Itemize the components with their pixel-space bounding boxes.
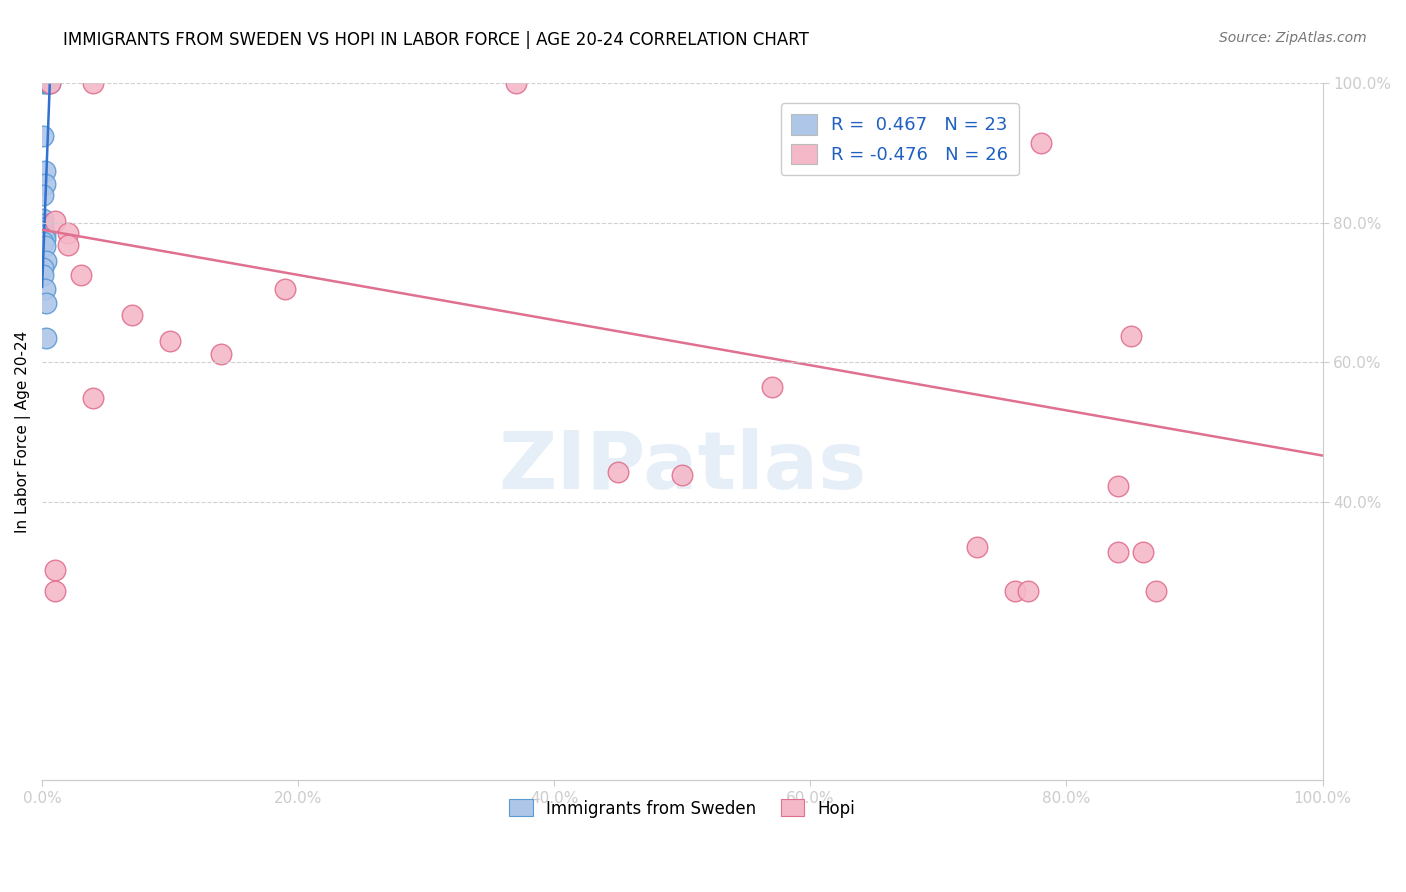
Text: Source: ZipAtlas.com: Source: ZipAtlas.com (1219, 31, 1367, 45)
Point (1107, 545, 1129, 559)
Point (671, 468, 693, 483)
Point (32, 188, 55, 202)
Point (1017, 583, 1039, 598)
Point (34, 228, 56, 243)
Point (35, 254, 58, 268)
Point (37, 77, 59, 91)
Point (966, 540, 988, 554)
Point (1119, 328, 1142, 343)
Point (56, 238, 79, 252)
Point (32, 224, 55, 238)
Point (56, 227, 79, 241)
Point (32, 261, 55, 276)
Point (38, 77, 60, 91)
Point (38, 77, 60, 91)
Point (32, 220, 55, 235)
Point (121, 308, 143, 322)
Point (34, 232, 56, 246)
Point (34, 163, 56, 178)
Point (32, 77, 55, 91)
Point (32, 217, 55, 231)
Point (44, 563, 66, 577)
Point (1029, 136, 1052, 150)
Point (44, 583, 66, 598)
Point (1144, 583, 1167, 598)
Point (34, 178, 56, 192)
Point (274, 282, 297, 296)
Legend: Immigrants from Sweden, Hopi: Immigrants from Sweden, Hopi (502, 793, 862, 824)
Point (44, 214, 66, 228)
Point (761, 379, 783, 393)
Point (35, 331, 58, 345)
Text: IMMIGRANTS FROM SWEDEN VS HOPI IN LABOR FORCE | AGE 20-24 CORRELATION CHART: IMMIGRANTS FROM SWEDEN VS HOPI IN LABOR … (63, 31, 808, 49)
Point (32, 268, 55, 282)
Point (607, 465, 630, 479)
Point (38, 77, 60, 91)
Point (82, 77, 104, 91)
Y-axis label: In Labor Force | Age 20-24: In Labor Force | Age 20-24 (15, 331, 31, 533)
Point (35, 77, 58, 91)
Point (82, 392, 104, 406)
Point (1004, 583, 1026, 598)
Point (1132, 545, 1154, 559)
Point (159, 334, 181, 349)
Point (34, 282, 56, 296)
Text: ZIPatlas: ZIPatlas (498, 427, 866, 506)
Point (505, 77, 527, 91)
Point (32, 212, 55, 227)
Point (69, 268, 91, 282)
Point (32, 128, 55, 143)
Point (1107, 478, 1129, 492)
Point (35, 296, 58, 310)
Point (209, 347, 232, 361)
Point (32, 235, 55, 250)
Point (34, 239, 56, 253)
